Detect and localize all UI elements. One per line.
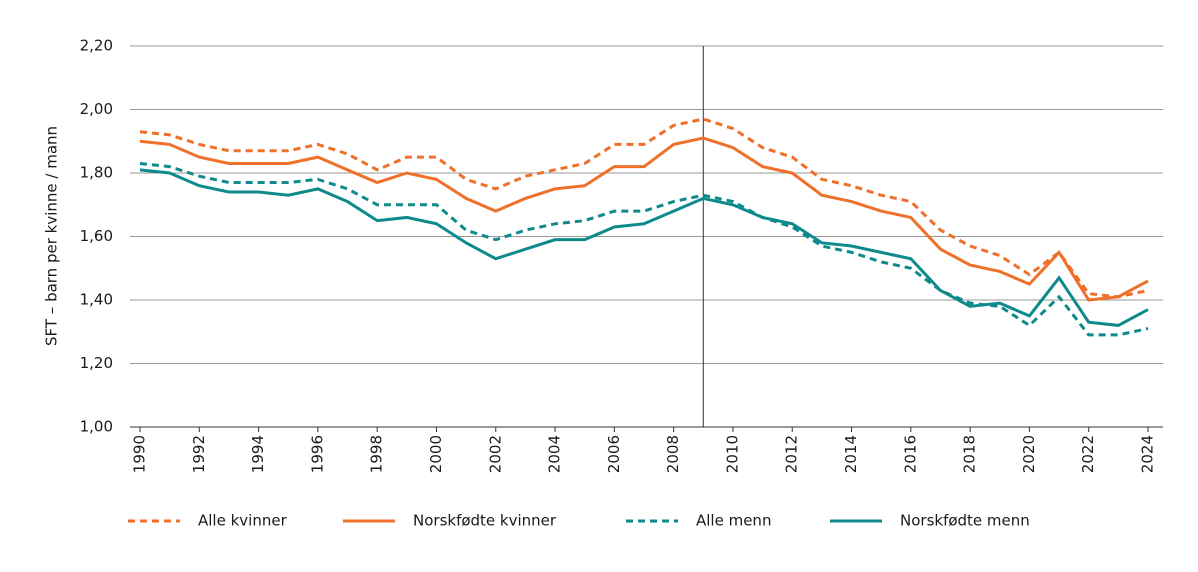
y-tick-label: 1,80 xyxy=(80,164,113,182)
y-tick-label: 1,60 xyxy=(80,227,113,245)
x-tick-label: 2016 xyxy=(901,435,919,473)
legend-label: Alle kvinner xyxy=(198,512,288,530)
x-tick-label: 2002 xyxy=(486,435,504,473)
x-tick-label: 2012 xyxy=(783,435,801,473)
x-tick-label: 2018 xyxy=(961,435,979,473)
x-tick-label: 1998 xyxy=(368,435,386,473)
x-tick-label: 2010 xyxy=(723,435,741,473)
y-tick-label: 2,00 xyxy=(80,100,113,118)
y-tick-label: 1,20 xyxy=(80,354,113,372)
legend-label: Norskfødte kvinner xyxy=(413,512,557,530)
x-tick-label: 1992 xyxy=(190,435,208,473)
y-axis-label: SFT – barn per kvinne / mann xyxy=(43,126,61,346)
x-tick-label: 1994 xyxy=(249,435,267,473)
x-tick-label: 2022 xyxy=(1079,435,1097,473)
x-tick-label: 2008 xyxy=(664,435,682,473)
series-line xyxy=(139,168,1149,327)
series-line xyxy=(139,136,1149,302)
x-tick-label: 2004 xyxy=(546,435,564,473)
x-tick-label: 2020 xyxy=(1020,435,1038,473)
x-tick-label: 1996 xyxy=(308,435,326,473)
series-line xyxy=(139,117,1149,299)
y-tick-label: 1,00 xyxy=(80,418,113,436)
x-tick-label: 1990 xyxy=(131,435,149,473)
y-tick-label: 1,40 xyxy=(80,291,113,309)
x-tick-label: 2006 xyxy=(605,435,623,473)
series-line xyxy=(139,161,1149,337)
y-tick-label: 2,20 xyxy=(80,37,113,55)
x-tick-label: 2014 xyxy=(842,435,860,473)
x-tick-label: 2024 xyxy=(1139,435,1157,473)
legend-label: Norskfødte menn xyxy=(900,512,1030,530)
x-tick-label: 2000 xyxy=(427,435,445,473)
legend-label: Alle menn xyxy=(696,512,771,530)
